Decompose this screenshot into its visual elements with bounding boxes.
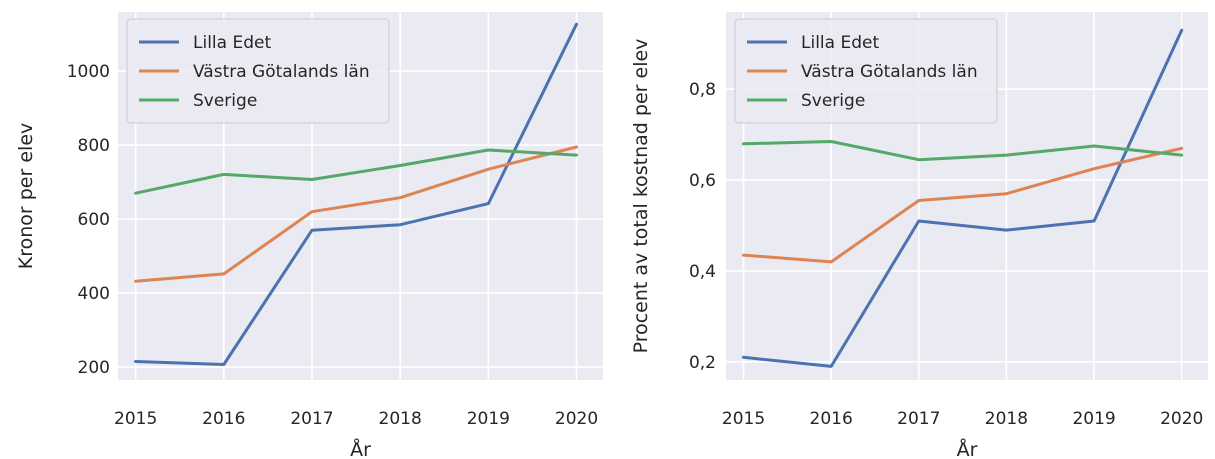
series-line-lilla-edet (134, 22, 578, 366)
y-tick-label: 400 (78, 284, 110, 304)
legend-entry-label: Sverige (193, 91, 257, 111)
y-axis-label: Kronor per elev (15, 123, 37, 270)
legend-entry-label: Västra Götalands län (193, 62, 370, 82)
x-axis-label: År (957, 438, 978, 459)
x-tick-label: 2017 (290, 409, 333, 429)
y-tick-label: 0,2 (689, 353, 716, 373)
x-axis-label: År (350, 438, 371, 459)
legend-entry-label: Lilla Edet (193, 33, 271, 53)
y-axis-label: Procent av total kostnad per elev (630, 39, 652, 354)
series-layer (134, 22, 578, 366)
x-tick-label: 2016 (202, 409, 245, 429)
legend-entry-label: Lilla Edet (801, 33, 879, 53)
y-tick-label: 200 (78, 358, 110, 378)
y-tick-label: 1000 (67, 62, 110, 82)
y-tick-label: 0,6 (689, 171, 716, 191)
x-tick-label: 2017 (897, 409, 940, 429)
y-tick-label: 0,8 (689, 80, 716, 100)
y-tick-label: 600 (78, 210, 110, 230)
chart-procent-av-total-kostnad: 2015 2016 2017 2018 2019 2020 0,2 0,4 0,6 0,8 År… (630, 12, 1208, 459)
legend-box (734, 18, 998, 124)
x-tick-label: 2020 (1160, 409, 1203, 429)
x-tick-label: 2015 (114, 409, 157, 429)
series-line-sverige (742, 140, 1184, 162)
series-layer (742, 28, 1184, 368)
legend-box (126, 18, 390, 124)
legend: Lilla Edet Västra Götalands län Sverige (126, 18, 390, 124)
x-tick-label: 2019 (467, 409, 510, 429)
x-tick-labels: 2015 2016 2017 2018 2019 2020 (114, 409, 598, 429)
y-tick-labels: 0,2 0,4 0,6 0,8 (689, 80, 716, 373)
x-tick-label: 2020 (555, 409, 598, 429)
legend-entry-label: Västra Götalands län (801, 62, 978, 82)
x-tick-label: 2019 (1072, 409, 1115, 429)
series-line-sverige (134, 148, 578, 195)
y-tick-labels: 200 400 600 800 1000 (67, 62, 110, 378)
y-tick-label: 800 (78, 136, 110, 156)
legend-entry-label: Sverige (801, 91, 865, 111)
series-line-v-stra-g-talands-l-n (134, 145, 578, 283)
x-tick-label: 2018 (985, 409, 1028, 429)
series-line-lilla-edet (742, 28, 1184, 368)
x-tick-label: 2015 (722, 409, 765, 429)
y-tick-label: 0,4 (689, 262, 716, 282)
series-line-v-stra-g-talands-l-n (742, 146, 1184, 264)
legend: Lilla Edet Västra Götalands län Sverige (734, 18, 998, 124)
x-tick-labels: 2015 2016 2017 2018 2019 2020 (722, 409, 1203, 429)
chart-kronor-per-elev: 2015 2016 2017 2018 2019 2020 200 400 600 800 100… (15, 12, 603, 459)
x-tick-label: 2018 (379, 409, 422, 429)
x-tick-label: 2016 (810, 409, 853, 429)
